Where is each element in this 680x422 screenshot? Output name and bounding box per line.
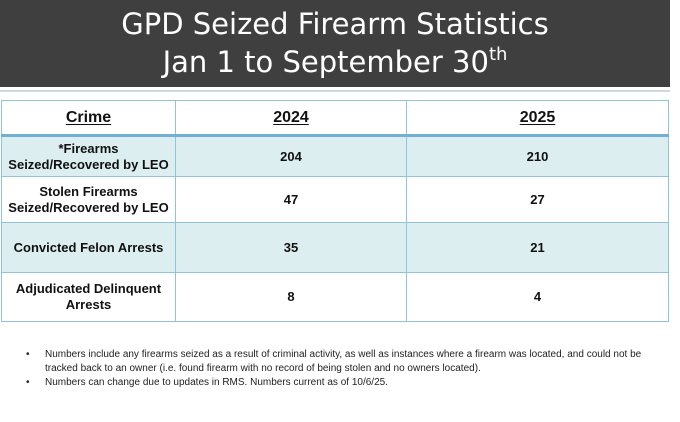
footnotes-list: • Numbers include any firearms seized as … (26, 348, 646, 390)
header-crime: Crime (1, 100, 176, 137)
table-row: Convicted Felon Arrests 35 21 (1, 222, 669, 273)
title-banner: GPD Seized Firearm Statistics Jan 1 to S… (0, 0, 670, 87)
value-2025-cell: 27 (406, 176, 669, 223)
header-2025: 2025 (406, 100, 669, 137)
title-divider (0, 90, 670, 92)
value-2024-cell: 47 (175, 176, 407, 223)
bullet-icon: • (26, 377, 30, 388)
value-2025-cell: 21 (406, 222, 669, 273)
ordinal-suffix: th (488, 44, 508, 65)
crime-cell: Adjudicated Delinquent Arrests (1, 272, 176, 322)
table-header-row: Crime 2024 2025 (1, 100, 669, 137)
table-row: Stolen Firearms Seized/Recovered by LEO … (1, 176, 669, 223)
bullet-icon: • (26, 349, 30, 360)
date-range-text: Jan 1 to September 30 (162, 45, 489, 79)
crime-cell: *Firearms Seized/Recovered by LEO (1, 135, 176, 177)
footnote-text: Numbers include any firearms seized as a… (45, 349, 642, 374)
value-2025-cell: 210 (406, 135, 669, 177)
table-row: Adjudicated Delinquent Arrests 8 4 (1, 272, 669, 322)
crime-cell: Stolen Firearms Seized/Recovered by LEO (1, 176, 176, 223)
value-2025-cell: 4 (406, 272, 669, 322)
value-2024-cell: 8 (175, 272, 407, 322)
value-2024-cell: 204 (175, 135, 407, 177)
statistics-table: Crime 2024 2025 *Firearms Seized/Recover… (1, 100, 669, 322)
header-2024: 2024 (175, 100, 407, 137)
footnote-item: • Numbers can change due to updates in RM… (26, 376, 646, 390)
crime-cell: Convicted Felon Arrests (1, 222, 176, 273)
table-row: *Firearms Seized/Recovered by LEO 204 21… (1, 135, 669, 177)
page-title: GPD Seized Firearm Statistics (121, 7, 549, 41)
footnote-item: • Numbers include any firearms seized as … (26, 348, 646, 376)
footnote-text: Numbers can change due to updates in RMS… (45, 377, 388, 388)
date-range-title: Jan 1 to September 30th (0, 44, 670, 80)
value-2024-cell: 35 (175, 222, 407, 273)
